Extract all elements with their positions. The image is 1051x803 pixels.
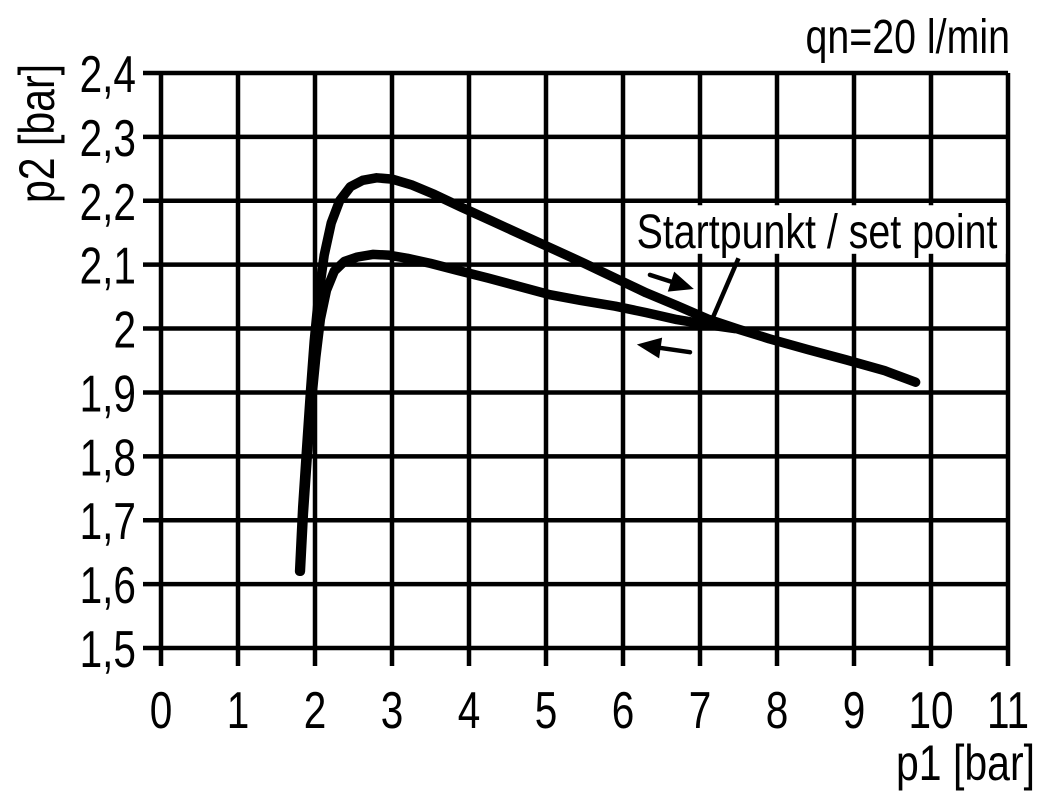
y-tick-label: 1,6 (80, 556, 136, 614)
hysteresis-arrow-forward-shaft (647, 272, 674, 284)
annotations-group: Startpunkt / set point (628, 205, 1006, 359)
hysteresis-arrow-forward-head (667, 271, 694, 292)
x-tick-label: 2 (304, 681, 327, 739)
x-tick-label: 1 (227, 681, 250, 739)
x-tick-label: 5 (535, 681, 558, 739)
flow-rate-note: qn=20 l/min (805, 10, 1010, 64)
x-tick-label: 4 (458, 681, 481, 739)
x-tick-label: 9 (843, 681, 866, 739)
curve-upper-hysteresis (294, 173, 921, 577)
y-tick-label: 2,2 (80, 173, 136, 231)
x-tick-label: 11 (987, 681, 1029, 739)
y-tick-label: 1,9 (80, 365, 136, 423)
set-point-label: Startpunkt / set point (637, 205, 998, 259)
curves-group (294, 173, 921, 577)
x-tick-label: 3 (381, 681, 404, 739)
curve-lower-hysteresis (295, 249, 740, 577)
y-tick-label: 2 (113, 301, 136, 359)
grid-group (143, 70, 1011, 666)
y-tick-label: 1,8 (80, 428, 136, 486)
x-tick-label: 8 (766, 681, 789, 739)
hysteresis-arrow-return-shaft (658, 345, 693, 355)
x-tick-label: 7 (689, 681, 712, 739)
x-tick-label: 10 (908, 681, 953, 739)
x-tick-label: 0 (150, 681, 173, 739)
y-tick-label: 2,1 (80, 237, 136, 295)
y-tick-label: 2,3 (80, 109, 136, 167)
set-point-label-box (628, 205, 1006, 254)
y-tick-labels: 2,4 2,3 2,2 2,1 2 1,91,8 1,7 1,6 1,5 (80, 45, 136, 678)
hysteresis-arrow-return-head (636, 337, 663, 359)
x-axis-label: p1 [bar] (896, 735, 1035, 791)
y-tick-label: 1,5 (80, 620, 136, 678)
y-tick-label: 2,4 (80, 45, 136, 103)
set-point-leader-line (707, 257, 741, 327)
y-tick-label: 1,7 (80, 492, 136, 550)
x-tick-labels: 0 1 2 3 4 5 6 7 8 9 10 11 (150, 681, 1029, 739)
y-axis-label: p2 [bar] (9, 64, 65, 203)
x-tick-label: 6 (612, 681, 635, 739)
